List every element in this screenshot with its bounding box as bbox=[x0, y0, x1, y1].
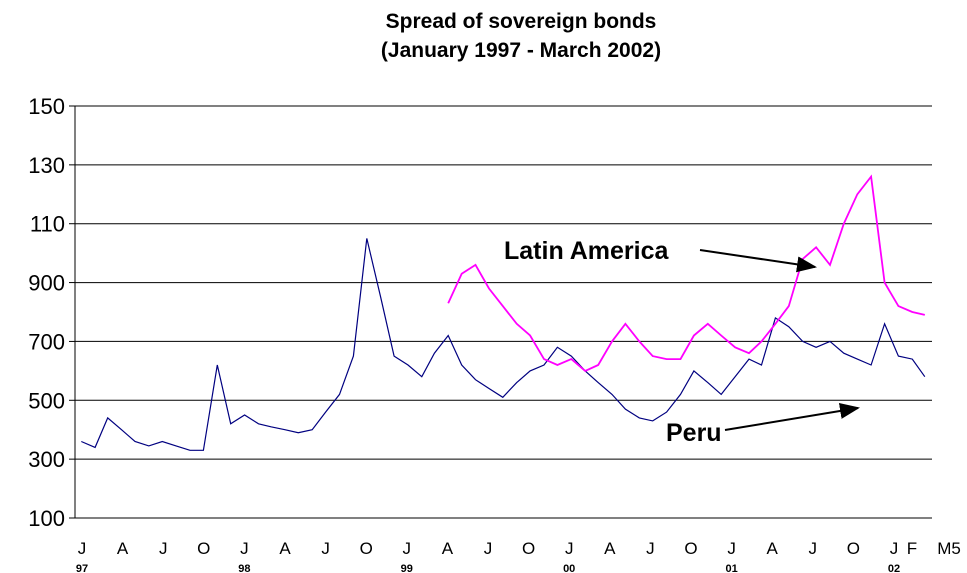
x-tick-label: J bbox=[321, 539, 330, 558]
series-line-peru bbox=[81, 238, 926, 451]
x-tick-label: J bbox=[565, 539, 574, 558]
x-tick-label: O bbox=[522, 539, 535, 558]
y-tick-label: 110 bbox=[30, 212, 65, 237]
x-tick-label: O bbox=[847, 539, 860, 558]
x-tick-label: A bbox=[767, 539, 779, 558]
y-tick-label: 900 bbox=[28, 271, 65, 296]
x-tick-label: J bbox=[727, 539, 736, 558]
y-tick-label: 700 bbox=[28, 329, 65, 354]
year-label: 02 bbox=[888, 563, 900, 573]
annotations: Latin America Peru bbox=[504, 237, 860, 447]
y-tick-label: 300 bbox=[28, 447, 65, 472]
y-tick-label: 130 bbox=[28, 153, 65, 178]
year-label: 99 bbox=[401, 563, 413, 573]
series-line-latin-america bbox=[447, 174, 926, 372]
annotation-latin-america: Latin America bbox=[504, 237, 670, 265]
x-tick-label: A bbox=[279, 539, 291, 558]
x-tick-label: J bbox=[78, 539, 87, 558]
x-tick-label: J bbox=[484, 539, 493, 558]
x-tick-label: O bbox=[197, 539, 210, 558]
y-tick-label: 500 bbox=[28, 388, 65, 413]
y-axis: 100 300 500 700 900 110 130 150 bbox=[28, 94, 76, 531]
x-tick-label: O bbox=[684, 539, 697, 558]
x-tick-label: J bbox=[890, 539, 899, 558]
x-tick-label: F bbox=[907, 539, 917, 558]
x-tick-label: A bbox=[442, 539, 454, 558]
year-label: 00 bbox=[563, 563, 575, 573]
year-label: 98 bbox=[238, 563, 250, 573]
x-tick-label: J bbox=[809, 539, 818, 558]
x-tick-label: A bbox=[604, 539, 616, 558]
gridlines bbox=[75, 105, 932, 519]
year-label: 97 bbox=[76, 563, 88, 573]
x-tick-label: J bbox=[403, 539, 412, 558]
x-tick-label: M5 bbox=[937, 539, 961, 558]
y-tick-label: 150 bbox=[28, 94, 65, 119]
annotation-peru: Peru bbox=[666, 419, 722, 447]
x-tick-label: O bbox=[360, 539, 373, 558]
x-tick-label: J bbox=[646, 539, 655, 558]
annotation-arrow bbox=[699, 249, 817, 273]
x-tick-label: J bbox=[240, 539, 249, 558]
series-lines bbox=[81, 174, 926, 451]
y-tick-label: 100 bbox=[28, 506, 65, 531]
annotation-arrow bbox=[724, 403, 860, 431]
chart-title: Spread of sovereign bonds bbox=[386, 10, 657, 33]
year-label: 01 bbox=[725, 563, 737, 573]
x-tick-label: J bbox=[159, 539, 168, 558]
x-tick-label: A bbox=[117, 539, 129, 558]
chart-subtitle: (January 1997 - March 2002) bbox=[381, 39, 661, 62]
